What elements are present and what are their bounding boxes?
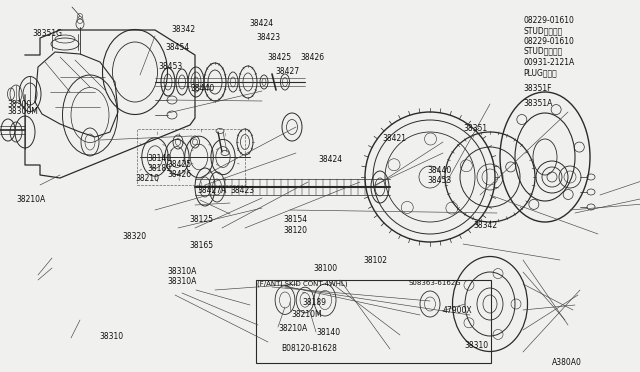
Text: 38342: 38342 — [474, 221, 498, 230]
Text: B08120-B1628: B08120-B1628 — [282, 344, 337, 353]
Text: STUDスタッド: STUDスタッド — [524, 47, 563, 56]
Text: 38210M: 38210M — [291, 310, 322, 319]
Text: 38210: 38210 — [136, 174, 160, 183]
Text: (F/ANTI SKID CONT-4WHL): (F/ANTI SKID CONT-4WHL) — [257, 280, 348, 287]
Text: 38310A: 38310A — [168, 267, 197, 276]
Text: 38351F: 38351F — [524, 84, 552, 93]
Bar — [256, 280, 491, 363]
Text: 38425: 38425 — [168, 160, 192, 169]
Text: PLUGプラグ: PLUGプラグ — [524, 68, 557, 77]
Text: 38424: 38424 — [250, 19, 274, 28]
Text: 38426: 38426 — [301, 53, 325, 62]
Text: 38310: 38310 — [99, 332, 124, 341]
Text: 38424: 38424 — [318, 155, 342, 164]
Text: 38351A: 38351A — [524, 99, 553, 108]
Text: 38423: 38423 — [256, 33, 280, 42]
Text: 38423: 38423 — [230, 186, 255, 195]
Text: 38310A: 38310A — [168, 277, 197, 286]
Text: 38351G: 38351G — [32, 29, 62, 38]
Text: 38427A: 38427A — [197, 186, 227, 195]
Text: 38189: 38189 — [302, 298, 326, 307]
Text: 38300: 38300 — [8, 100, 32, 109]
Text: 38440: 38440 — [428, 166, 452, 174]
Text: 38140: 38140 — [317, 328, 341, 337]
Text: 38425: 38425 — [268, 53, 292, 62]
Bar — [137, 129, 245, 185]
Text: 38125: 38125 — [189, 215, 214, 224]
Text: 38453: 38453 — [428, 176, 452, 185]
Text: S08363-6162G: S08363-6162G — [408, 280, 461, 286]
Text: 38320: 38320 — [123, 232, 147, 241]
Text: 38210A: 38210A — [16, 195, 45, 203]
Text: 38100: 38100 — [314, 264, 338, 273]
Text: 38421: 38421 — [383, 134, 407, 143]
Text: 00931-2121A: 00931-2121A — [524, 58, 575, 67]
Text: STUDスタッド: STUDスタッド — [524, 26, 563, 35]
Text: 38300M: 38300M — [8, 107, 38, 116]
Text: 38426: 38426 — [168, 170, 192, 179]
Text: 38165: 38165 — [189, 241, 214, 250]
Text: 38440: 38440 — [191, 84, 215, 93]
Text: 08229-01610: 08229-01610 — [524, 37, 574, 46]
Text: 38189: 38189 — [147, 164, 172, 173]
Text: 38120: 38120 — [284, 226, 307, 235]
Text: 38154: 38154 — [284, 215, 308, 224]
Text: 38210A: 38210A — [278, 324, 308, 333]
Text: 38427: 38427 — [275, 67, 300, 76]
Text: 38310: 38310 — [465, 341, 489, 350]
Text: 38453: 38453 — [158, 62, 182, 71]
Text: 47900X: 47900X — [443, 306, 472, 315]
Text: 38102: 38102 — [364, 256, 388, 265]
Text: 38140: 38140 — [147, 154, 172, 163]
Text: 38351: 38351 — [463, 124, 488, 133]
Text: 38454: 38454 — [165, 43, 189, 52]
Text: 38342: 38342 — [172, 25, 196, 34]
Text: 08229-01610: 08229-01610 — [524, 16, 574, 25]
Text: A380A0: A380A0 — [552, 358, 582, 367]
